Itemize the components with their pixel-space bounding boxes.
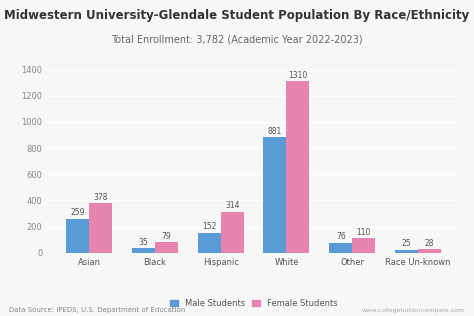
Text: 1310: 1310	[288, 71, 308, 80]
Text: 259: 259	[71, 208, 85, 217]
Text: 881: 881	[268, 127, 282, 136]
Text: 79: 79	[162, 232, 171, 241]
Text: 25: 25	[401, 239, 411, 248]
Bar	[352, 238, 375, 253]
Bar	[264, 137, 286, 253]
Bar	[286, 81, 310, 253]
Text: 28: 28	[425, 239, 434, 247]
Text: Total Enrollment: 3,782 (Academic Year 2022-2023): Total Enrollment: 3,782 (Academic Year 2…	[111, 35, 363, 45]
Bar	[221, 212, 244, 253]
Legend: Male Students, Female Students: Male Students, Female Students	[168, 297, 339, 310]
Text: 378: 378	[93, 193, 108, 202]
Text: 110: 110	[356, 228, 371, 237]
Text: Midwestern University-Glendale Student Population By Race/Ethnicity: Midwestern University-Glendale Student P…	[4, 9, 470, 22]
Text: 35: 35	[138, 238, 148, 247]
Text: www.collegetuitioncompare.com: www.collegetuitioncompare.com	[362, 308, 465, 313]
Text: 152: 152	[202, 222, 217, 231]
Text: 76: 76	[336, 232, 346, 241]
Bar	[89, 203, 112, 253]
Bar	[329, 243, 352, 253]
Bar	[418, 249, 441, 253]
Text: Data Source: IPEDS, U.S. Department of Education: Data Source: IPEDS, U.S. Department of E…	[9, 307, 186, 313]
Bar	[395, 250, 418, 253]
Bar	[198, 233, 221, 253]
Bar	[155, 242, 178, 253]
Bar	[132, 248, 155, 253]
Bar	[66, 219, 89, 253]
Text: 314: 314	[225, 201, 239, 210]
